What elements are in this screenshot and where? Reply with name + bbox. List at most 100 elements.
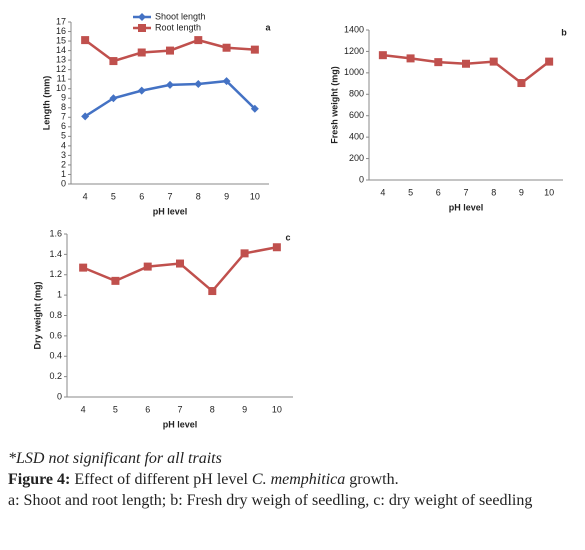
- x-tick-label: 9: [242, 404, 247, 414]
- marker: [81, 112, 90, 121]
- y-tick-label: 9: [61, 93, 66, 103]
- y-tick-label: 0.6: [49, 330, 62, 340]
- title-end: growth.: [349, 471, 399, 488]
- y-tick-label: 8: [61, 102, 66, 112]
- marker: [208, 287, 217, 296]
- y-tick-label: 0.8: [49, 310, 62, 320]
- y-tick-label: 1: [57, 290, 62, 300]
- legend-label: Root length: [155, 22, 201, 32]
- marker: [166, 80, 174, 89]
- marker: [79, 263, 88, 272]
- x-tick-label: 6: [436, 187, 441, 197]
- y-tick-label: 1.2: [49, 269, 62, 279]
- x-tick-label: 5: [113, 404, 118, 414]
- marker: [222, 43, 231, 52]
- y-tick-label: 12: [56, 64, 66, 74]
- x-tick-label: 4: [380, 187, 385, 197]
- y-tick-label: 10: [56, 83, 66, 93]
- marker: [176, 259, 184, 268]
- marker: [143, 262, 152, 271]
- x-tick-label: 8: [196, 191, 201, 201]
- y-axis-label: Length (mm): [41, 76, 51, 131]
- marker: [222, 77, 231, 86]
- marker: [137, 48, 146, 57]
- note: *LSD not significant for all traits: [8, 450, 222, 467]
- marker: [545, 57, 554, 66]
- y-tick-label: 16: [56, 26, 66, 36]
- marker: [250, 45, 259, 54]
- y-tick-label: 1200: [344, 46, 364, 56]
- y-tick-label: 4: [61, 140, 66, 150]
- y-tick-label: 13: [56, 54, 66, 64]
- y-tick-label: 3: [61, 150, 66, 160]
- caption: *LSD not significant for all traits Figu…: [8, 448, 574, 511]
- caption-title: Figure 4: Effect of different pH level C…: [8, 469, 574, 490]
- marker: [434, 58, 443, 67]
- marker: [378, 51, 387, 60]
- y-tick-label: 2: [61, 159, 66, 169]
- marker: [138, 13, 146, 21]
- x-tick-label: 9: [519, 187, 524, 197]
- y-tick-label: 17: [56, 16, 66, 26]
- caption-note: *LSD not significant for all traits: [8, 448, 574, 469]
- marker: [240, 249, 249, 258]
- x-tick-label: 10: [250, 191, 260, 201]
- x-tick-label: 8: [210, 404, 215, 414]
- x-axis-label: pH level: [163, 419, 198, 429]
- caption-description: a: Shoot and root length; b: Fresh dry w…: [8, 492, 533, 509]
- species: C. memphitica: [251, 471, 346, 488]
- x-tick-label: 9: [224, 191, 229, 201]
- title-start: Effect of different pH level: [74, 471, 248, 488]
- marker: [517, 79, 526, 88]
- y-tick-label: 0.4: [49, 351, 62, 361]
- y-tick-label: 0.2: [49, 371, 62, 381]
- x-tick-label: 10: [544, 187, 554, 197]
- y-tick-label: 800: [349, 89, 364, 99]
- x-tick-label: 7: [177, 404, 182, 414]
- x-tick-label: 4: [83, 191, 88, 201]
- x-tick-label: 6: [145, 404, 150, 414]
- y-tick-label: 11: [57, 74, 66, 84]
- y-tick-label: 0: [359, 174, 364, 184]
- marker: [250, 104, 259, 113]
- y-tick-label: 600: [349, 110, 364, 120]
- y-tick-label: 1000: [344, 67, 364, 77]
- marker: [462, 59, 470, 68]
- x-axis-label: pH level: [449, 202, 484, 212]
- marker: [194, 36, 203, 45]
- y-tick-label: 7: [61, 112, 66, 122]
- x-tick-label: 5: [408, 187, 413, 197]
- marker: [81, 36, 90, 45]
- y-tick-label: 1400: [344, 24, 364, 34]
- y-tick-label: 0: [61, 178, 66, 188]
- y-tick-label: 14: [56, 45, 66, 55]
- panel-label: c: [285, 232, 290, 242]
- panel-label: b: [561, 27, 567, 37]
- marker: [406, 54, 415, 63]
- marker: [489, 57, 498, 66]
- marker: [137, 86, 146, 95]
- y-axis-label: Dry weight (mg): [32, 281, 42, 349]
- y-tick-label: 200: [349, 153, 364, 163]
- x-tick-label: 8: [491, 187, 496, 197]
- y-tick-label: 15: [56, 35, 66, 45]
- marker: [109, 94, 118, 103]
- y-axis-label: Fresh weight (mg): [329, 66, 339, 144]
- x-tick-label: 7: [463, 187, 468, 197]
- y-tick-label: 400: [349, 132, 364, 142]
- x-tick-label: 10: [272, 404, 282, 414]
- y-tick-label: 1.6: [49, 228, 62, 238]
- y-tick-label: 5: [61, 131, 66, 141]
- marker: [111, 276, 120, 285]
- y-tick-label: 1.4: [49, 249, 62, 259]
- marker: [138, 24, 146, 32]
- marker: [109, 57, 118, 66]
- y-tick-label: 0: [57, 391, 62, 401]
- marker: [166, 46, 174, 55]
- x-tick-label: 6: [139, 191, 144, 201]
- marker: [194, 79, 203, 88]
- marker: [272, 243, 281, 252]
- x-axis-label: pH level: [153, 206, 188, 216]
